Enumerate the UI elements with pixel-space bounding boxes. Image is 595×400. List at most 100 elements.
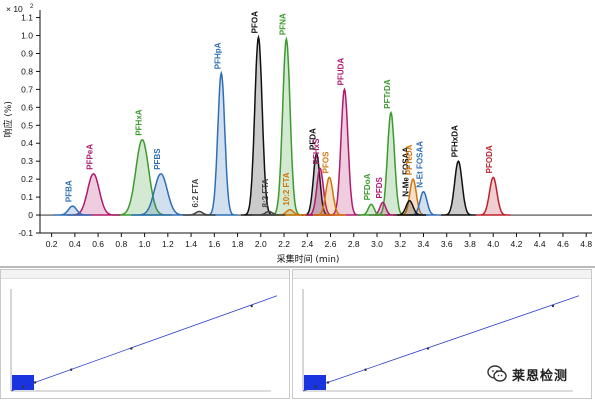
calibration-line — [302, 295, 580, 392]
x-tick-label: 3.4 — [418, 239, 430, 249]
y-tick-label: 0.7 — [21, 84, 33, 94]
wechat-icon — [487, 365, 507, 382]
x-tick-label: 3.0 — [371, 239, 383, 249]
x-tick-label: 3.8 — [464, 239, 476, 249]
x-tick-label: 4.0 — [487, 239, 499, 249]
x-tick-label: 3.2 — [394, 239, 406, 249]
x-tick-label: 4.4 — [534, 239, 546, 249]
peak-pfuda — [328, 87, 361, 216]
x-tick-label: 2.8 — [348, 239, 360, 249]
x-tick-label: 4.2 — [511, 239, 523, 249]
peak-labels: PFBA PFPeA PFHxA PFBS 6:2 FTA PFHpA PFOA 8:2 FT… — [65, 11, 495, 208]
peak-label-pfba: PFBA — [65, 180, 74, 202]
chromatogram-chart: -0.1 0 0.1 0.2 0.3 0.4 0.5 0.6 0.7 0.8 0.9 1.0 1.1 0… — [2, 4, 592, 265]
watermark-text: 莱恩检测 — [512, 368, 569, 384]
calibration-point — [551, 304, 555, 308]
x-tick-label: 2.6 — [325, 239, 337, 249]
y-tick-label: 0.8 — [21, 66, 33, 76]
x-tick-label: 1.0 — [139, 239, 151, 249]
peak-label-pfoda: PFODA — [485, 145, 494, 173]
calibration-point — [426, 347, 430, 350]
peak-pfhpa — [204, 70, 238, 216]
x-tick-label: 2.2 — [278, 239, 290, 249]
peak-label-pfhxa: PFHxA — [134, 109, 143, 135]
y-multiplier-exponent: 2 — [30, 4, 34, 10]
y-tick-label: 0.3 — [21, 156, 33, 166]
peak-pfoda — [475, 176, 511, 216]
x-tick-label: 1.2 — [162, 239, 174, 249]
y-tick-label: 0.6 — [21, 102, 33, 112]
section-divider — [0, 266, 595, 268]
x-tick-label: 4.6 — [557, 239, 569, 249]
calibration-point — [314, 385, 317, 388]
peak-label-pfds: PFDS — [375, 176, 384, 198]
y-tick-label: 0.4 — [21, 138, 33, 148]
y-tick-label: 0.2 — [21, 174, 33, 184]
peak-pfhxda — [440, 160, 476, 216]
peak-pfdoa — [357, 203, 386, 216]
peak-pfbs — [131, 172, 191, 216]
peak-label-pfuda: PFUDA — [336, 58, 345, 86]
y-multiplier-label: × 10 — [6, 4, 23, 14]
peak-label-pfhpa: PFHpA — [213, 42, 222, 69]
peak-8-2-fta — [252, 210, 286, 216]
peak-pfoa — [240, 34, 276, 216]
calibration-point — [364, 368, 367, 371]
peak-n-me-fosaa — [393, 199, 426, 216]
x-axis-title: 采集时间 (min) — [277, 253, 340, 265]
x-tick-label: 3.6 — [441, 239, 453, 249]
peak-label-pfos: PFOS — [321, 151, 330, 173]
x-tick-label: 0.8 — [115, 239, 127, 249]
calibration-point — [33, 381, 37, 384]
x-tick-label: 4.8 — [580, 239, 592, 249]
y-tick-label: -0.1 — [18, 228, 33, 238]
peak-label-pfteda: PFTeDA — [405, 144, 414, 175]
y-tick-label: 0.1 — [21, 192, 33, 202]
peak-label-pfpea: PFPeA — [85, 144, 94, 170]
low-range-inset — [304, 375, 326, 390]
peak-pfba — [53, 205, 92, 216]
x-tick-label: 2.4 — [301, 239, 313, 249]
calibration-point — [21, 385, 25, 388]
peak-label-pfna: PFNA — [278, 13, 287, 35]
peak-label-n-me-fosaa: N-Me FOSAA — [402, 147, 411, 197]
peak-label-pfhxs: PFHxS — [312, 138, 321, 164]
peak-label-pfhxda: PFHxDA — [450, 125, 459, 157]
x-tick-label: 0.2 — [46, 239, 58, 249]
calibration-panel-left — [0, 269, 290, 399]
peak-6-2-fta — [182, 210, 216, 216]
x-axis: 0.2 0.4 0.6 0.8 1.0 1.2 1.4 1.6 1.8 2.0 2.2 2.4 2.6 2… — [40, 214, 592, 249]
peak-label-pfda: PFDA — [309, 128, 318, 150]
y-tick-label: 0 — [28, 210, 33, 220]
x-tick-label: 1.8 — [232, 239, 244, 249]
peak-label-n-et-fosaa: N-Et FOSAA — [415, 141, 424, 188]
y-tick-label: 1.0 — [21, 31, 33, 41]
watermark: 莱恩检测 — [486, 363, 568, 385]
calibration-panel-right — [292, 269, 592, 399]
peak-label-10-2-fta: 10:2 FTA — [282, 172, 291, 205]
x-tick-label: 2.0 — [255, 239, 267, 249]
calibration-curve-left — [10, 289, 278, 392]
x-tick-label: 0.4 — [69, 239, 81, 249]
calibration-point — [250, 304, 253, 308]
x-tick-label: 0.6 — [92, 239, 104, 249]
calibration-point — [326, 381, 330, 384]
peak-label-pfoa: PFOA — [250, 11, 259, 33]
y-axis-title: 响应 (%) — [2, 101, 14, 137]
y-tick-label: 0.9 — [21, 48, 33, 58]
calibration-point — [69, 368, 73, 371]
panel-header — [1, 270, 289, 279]
peaks — [53, 34, 511, 216]
y-tick-label: 0.5 — [21, 120, 33, 130]
peak-label-pftrda: PFTrDA — [383, 79, 392, 109]
peak-label-6-2-fta: 6:2 FTA — [191, 178, 200, 207]
x-tick-label: 1.6 — [208, 239, 220, 249]
x-tick-label: 1.4 — [185, 239, 197, 249]
panel-header — [293, 270, 591, 279]
peak-pfos — [312, 176, 346, 216]
calibration-line — [10, 295, 278, 392]
peak-label-pfbs: PFBS — [153, 148, 162, 170]
y-tick-label: 1.1 — [21, 13, 33, 23]
peak-label-8-2-fta: 8:2 FTA — [261, 178, 270, 207]
low-range-inset — [12, 375, 34, 390]
